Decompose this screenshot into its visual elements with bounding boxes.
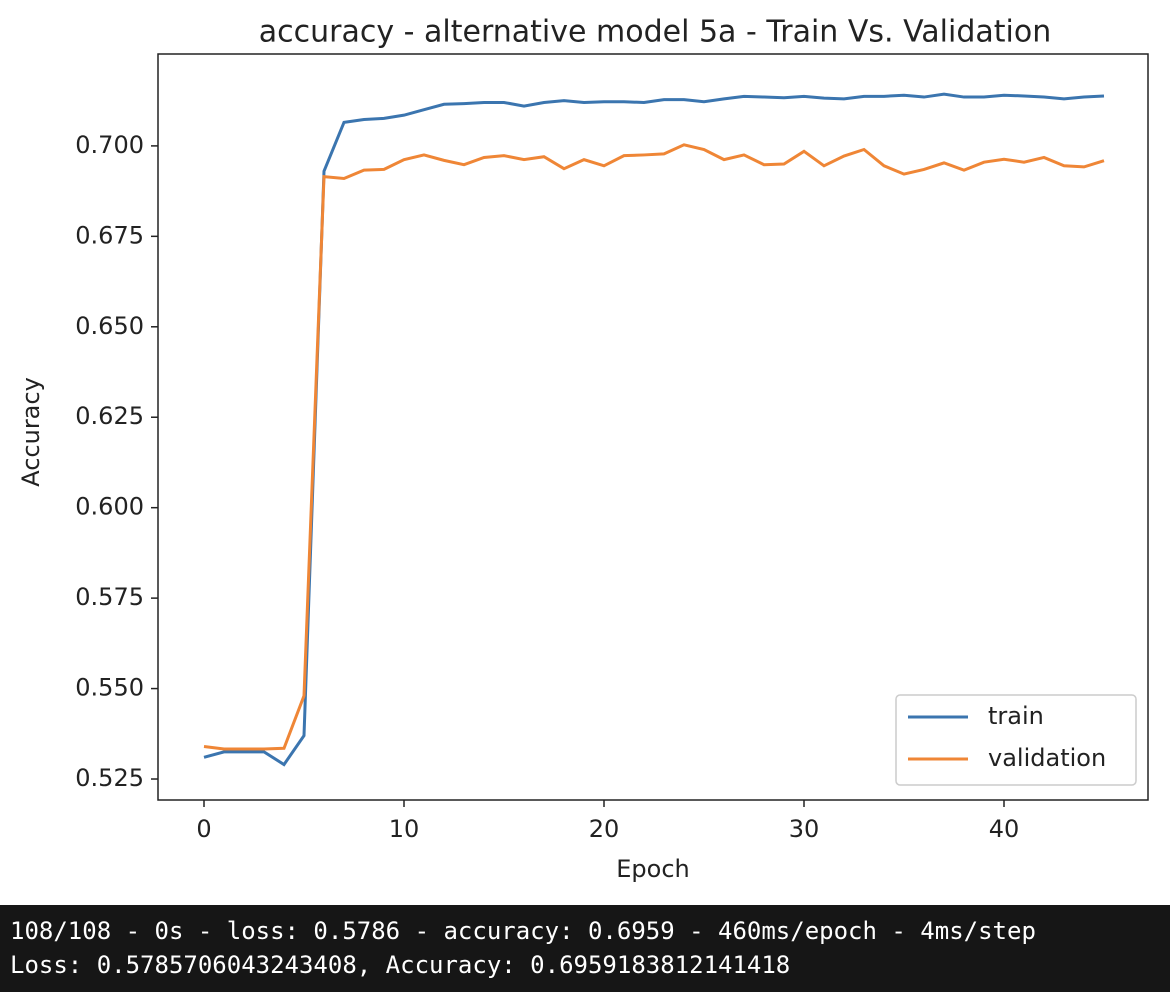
legend-label: train: [988, 702, 1044, 730]
line-series: [203, 92, 1105, 767]
legend-label: validation: [988, 744, 1106, 772]
x-tick-label: 0: [196, 815, 211, 843]
x-tick-label: 10: [389, 815, 420, 843]
console-line: Loss: 0.5785706043243408, Accuracy: 0.69…: [10, 951, 790, 979]
y-tick-label: 0.575: [75, 583, 144, 611]
y-tick-label: 0.700: [75, 131, 144, 159]
console-line: 108/108 - 0s - loss: 0.5786 - accuracy: …: [10, 917, 1036, 945]
x-axis-label: Epoch: [616, 855, 690, 883]
y-tick-label: 0.625: [75, 402, 144, 430]
plot-frame: [157, 53, 1149, 801]
console-bg: [0, 905, 1170, 992]
y-axis-label: Accuracy: [17, 377, 45, 487]
y-tick-label: 0.550: [75, 674, 144, 702]
x-tick-label: 20: [589, 815, 620, 843]
x-tick-label: 30: [789, 815, 820, 843]
y-tick-label: 0.600: [75, 493, 144, 521]
y-tick-label: 0.525: [75, 764, 144, 792]
y-tick-label: 0.650: [75, 312, 144, 340]
y-tick-label: 0.675: [75, 221, 144, 249]
x-tick-label: 40: [989, 815, 1020, 843]
line-series: [203, 143, 1105, 751]
chart-title: accuracy - alternative model 5a - Train …: [259, 15, 1051, 50]
